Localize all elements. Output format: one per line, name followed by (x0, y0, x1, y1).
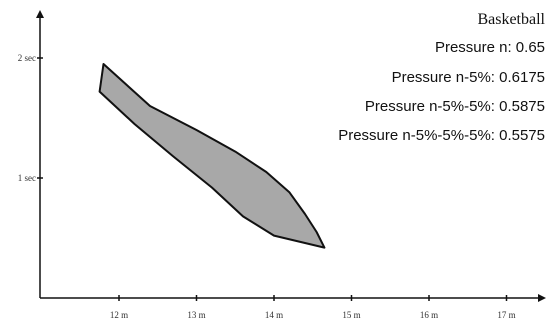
x-tick-label: 15 m (342, 310, 360, 320)
x-tick-label: 14 m (265, 310, 283, 320)
trajectory-region-1 (98, 63, 326, 249)
y-tick-label: 2 sec (18, 53, 36, 63)
x-axis-arrow (538, 294, 546, 302)
x-tick-label: 16 m (420, 310, 438, 320)
chart-title: Basketball (477, 11, 545, 28)
ticks: 12 m 13 m 14 m 15 m 16 m 17 m 1 sec 2 sec (18, 53, 516, 320)
pressure-label-3: Pressure n-5%-5%: 0.5875 (365, 98, 545, 115)
x-tick-label: 12 m (110, 310, 128, 320)
data-layer (98, 63, 326, 249)
x-tick-label: 17 m (497, 310, 515, 320)
y-tick-label: 1 sec (18, 173, 36, 183)
pressure-label-2: Pressure n-5%: 0.6175 (392, 69, 545, 86)
y-axis-arrow (36, 10, 44, 18)
axes (36, 10, 546, 302)
x-tick-label: 13 m (187, 310, 205, 320)
text-layer: Basketball Pressure n: 0.65 Pressure n-5… (338, 11, 545, 144)
pressure-label-4: Pressure n-5%-5%-5%: 0.5575 (338, 127, 545, 144)
pressure-label-1: Pressure n: 0.65 (435, 39, 545, 56)
